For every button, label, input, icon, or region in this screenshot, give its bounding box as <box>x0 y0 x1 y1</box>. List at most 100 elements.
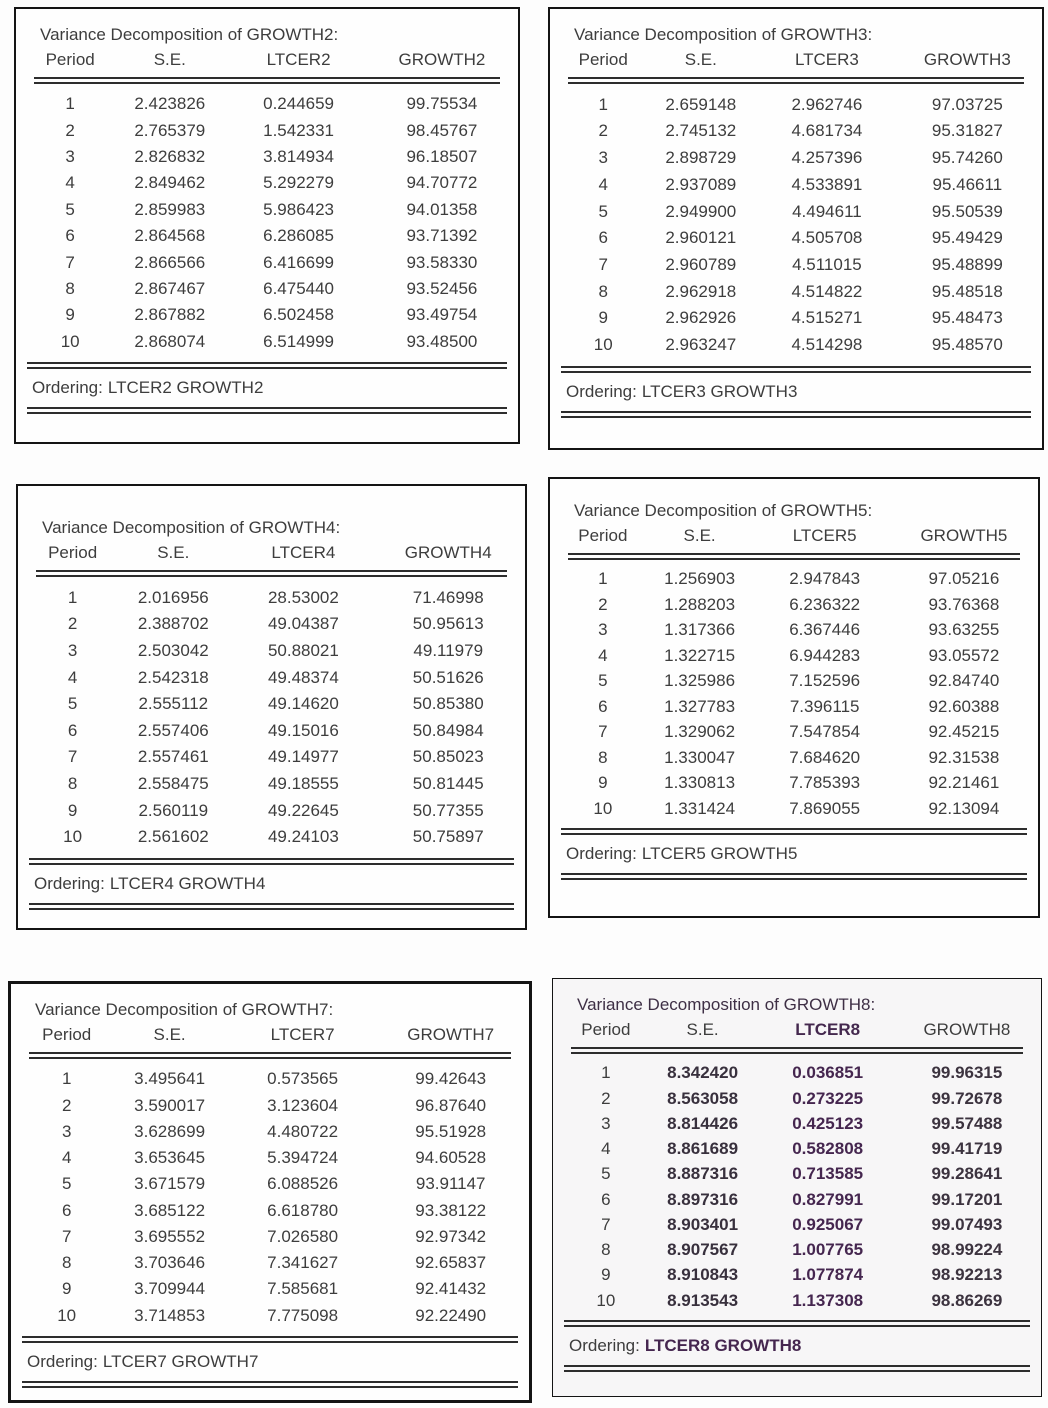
table-cell: 4 <box>598 174 608 194</box>
table-cell: 49.04387 <box>267 614 339 634</box>
double-rule <box>22 1336 518 1343</box>
table-cell: 93.76368 <box>928 594 1000 614</box>
variance-table-growth2: Variance Decomposition of GROWTH2: Perio… <box>14 7 520 444</box>
table-cell: 50.75897 <box>412 827 484 847</box>
table-cell: 6.475440 <box>263 278 335 298</box>
table-cell: 97.03725 <box>931 94 1003 114</box>
table-body: 1 2.659148 2.962746 97.03725 2 2.745132 4.6817… <box>558 84 1034 366</box>
table-cell: 4.511015 <box>792 255 862 275</box>
table-cell: 0.827991 <box>792 1189 864 1209</box>
table-cell: 1.007765 <box>792 1240 864 1260</box>
table-row: 3 3.628699 4.480722 95.51928 <box>19 1122 521 1142</box>
double-rule <box>561 411 1031 418</box>
column-header-period: Period <box>578 50 628 69</box>
table-cell: 6 <box>67 720 78 740</box>
table-cell: 3.695552 <box>134 1226 206 1246</box>
column-header-period: Period <box>42 1025 92 1044</box>
table-cell: 8 <box>65 278 75 298</box>
table-cell: 0.713585 <box>792 1164 864 1184</box>
table-cell: 6.618780 <box>267 1200 339 1220</box>
table-row: 10 2.561602 49.24103 50.75897 <box>26 827 517 847</box>
table-cell: 7.026580 <box>267 1226 339 1246</box>
table-cell: 8.897316 <box>667 1189 739 1209</box>
table-cell: 99.28641 <box>931 1164 1003 1184</box>
column-header-growth: GROWTH4 <box>404 543 492 562</box>
table-cell: 92.41432 <box>415 1279 487 1299</box>
table-cell: 92.31538 <box>928 747 1000 767</box>
table-cell: 92.84740 <box>928 671 1000 691</box>
table-cell: 7.547854 <box>789 722 861 742</box>
table-cell: 2.868074 <box>134 331 206 351</box>
table-cell: 4.505708 <box>791 228 863 248</box>
table-cell: 92.60388 <box>928 696 1000 716</box>
table-cell: 7.684620 <box>789 747 861 767</box>
table-cell: 8 <box>601 1240 611 1260</box>
table-cell: 4.514822 <box>791 281 863 301</box>
table-cell: 0.273225 <box>792 1088 864 1108</box>
table-cell: 9 <box>598 308 608 328</box>
double-rule <box>564 1365 1030 1372</box>
table-row: 4 3.653645 5.394724 94.60528 <box>19 1148 521 1168</box>
table-cell: 99.17201 <box>931 1189 1003 1209</box>
table-cell: 3.714853 <box>134 1305 206 1325</box>
table-cell: 7.396115 <box>789 696 860 716</box>
table-row: 10 8.913543 1.137308 98.86269 <box>561 1291 1033 1311</box>
ordering-value: LTCER8 GROWTH8 <box>644 1336 802 1355</box>
table-cell: 2.557461 <box>137 747 209 767</box>
table-cell: 3 <box>65 147 75 167</box>
table-cell: 2.659148 <box>665 94 737 114</box>
table-row: 6 3.685122 6.618780 93.38122 <box>19 1201 521 1221</box>
table-cell: 7 <box>65 252 75 272</box>
table-cell: 1 <box>67 587 78 607</box>
table-cell: 5 <box>598 671 608 691</box>
table-row: 3 2.898729 4.257396 95.74260 <box>558 148 1034 168</box>
table-row: 9 8.910843 1.077874 98.92213 <box>561 1265 1033 1285</box>
table-cell: 4 <box>67 667 78 687</box>
table-cell: 49.11979 <box>413 640 484 660</box>
table-cell: 2.962918 <box>665 281 737 301</box>
ordering-label: Ordering: <box>27 1352 98 1371</box>
table-body: 1 3.495641 0.573565 99.42643 2 3.590017 3.1236… <box>19 1059 521 1336</box>
table-cell: 1.288203 <box>664 594 736 614</box>
table-cell: 2.558475 <box>137 774 209 793</box>
table-row: 4 2.849462 5.292279 94.70772 <box>24 173 510 193</box>
table-cell: 4.515271 <box>791 308 863 328</box>
table-cell: 49.48374 <box>267 667 339 687</box>
table-cell: 1 <box>601 1063 611 1083</box>
table-cell: 99.72678 <box>931 1088 1003 1108</box>
table-cell: 49.15016 <box>267 720 339 740</box>
table-cell: 98.99224 <box>931 1240 1003 1260</box>
table-cell: 5 <box>65 199 75 219</box>
table-cell: 95.46611 <box>932 174 1003 194</box>
table-cell: 3.495641 <box>134 1069 206 1089</box>
table-cell: 50.81445 <box>412 774 484 793</box>
table-cell: 0.244659 <box>263 94 335 114</box>
table-cell: 50.85023 <box>412 747 484 767</box>
table-cell: 4.494611 <box>792 201 862 221</box>
table-header: Period S.E. LTCER3 GROWTH3 <box>558 48 1034 77</box>
column-header-ltcer: LTCER4 <box>271 543 336 562</box>
table-cell: 2.557406 <box>137 720 209 740</box>
table-cell: 2.960121 <box>665 228 737 248</box>
table-cell: 6.367446 <box>789 620 861 640</box>
table-cell: 3.671579 <box>134 1174 206 1194</box>
table-cell: 71.46998 <box>412 587 484 607</box>
table-cell: 3.703646 <box>134 1253 206 1273</box>
table-cell: 99.42643 <box>415 1069 487 1089</box>
table-cell: 5.394724 <box>267 1148 339 1168</box>
table-cell: 2 <box>67 614 78 634</box>
table-cell: 93.71392 <box>406 226 478 246</box>
table-body: 1 1.256903 2.947843 97.05216 2 1.288203 6.2363… <box>558 560 1030 828</box>
table-header: Period S.E. LTCER4 GROWTH4 <box>26 541 517 570</box>
table-cell: 2.503042 <box>137 640 209 660</box>
table-cell: 96.18507 <box>406 147 478 167</box>
table-cell: 1 <box>65 94 75 114</box>
table-cell: 6 <box>598 696 608 716</box>
table-row: 9 1.330813 7.785393 92.21461 <box>558 773 1030 793</box>
table-row: 7 3.695552 7.026580 92.97342 <box>19 1227 521 1247</box>
table-cell: 6.944283 <box>789 645 861 665</box>
table-cell: 1 <box>598 94 608 114</box>
table-cell: 0.036851 <box>792 1063 864 1083</box>
table-cell: 1.317366 <box>664 620 736 640</box>
column-header-ltcer: LTCER2 <box>266 50 331 69</box>
